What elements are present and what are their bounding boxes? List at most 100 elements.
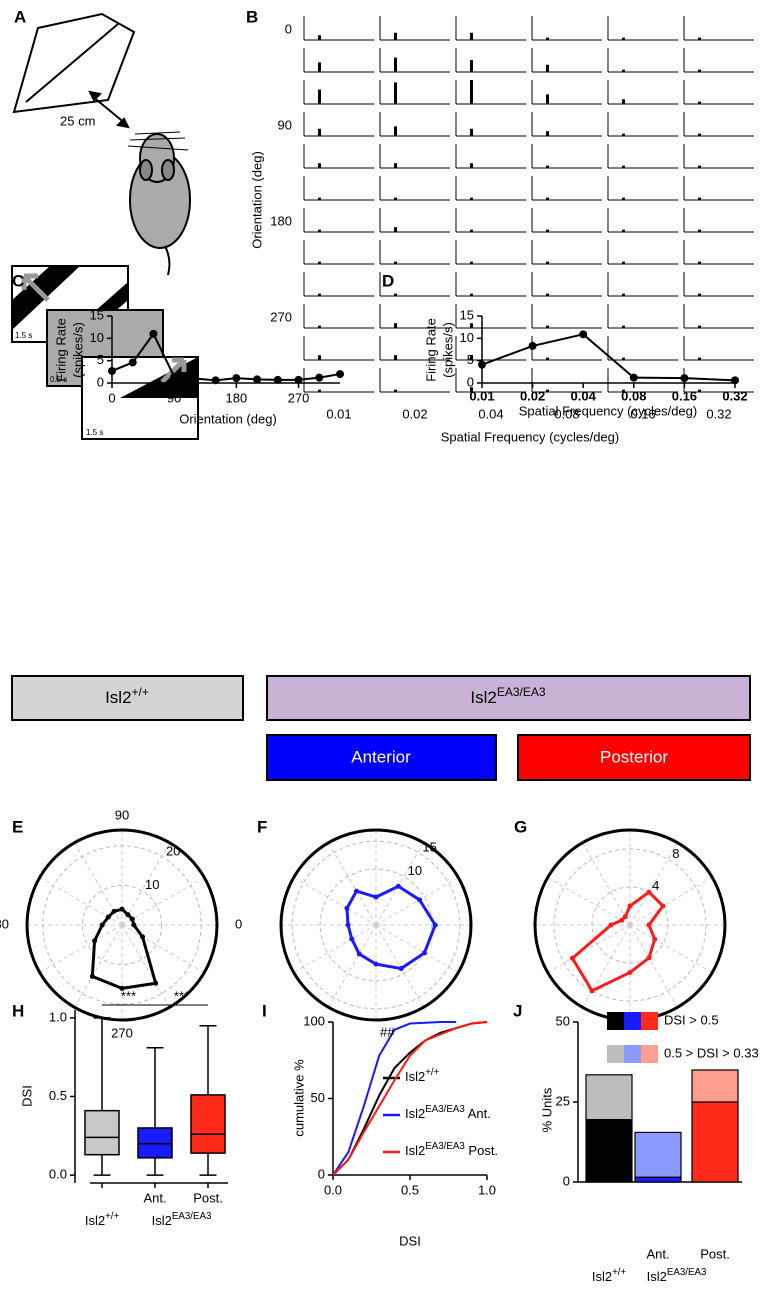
annotation: *** bbox=[121, 988, 136, 1003]
series-line bbox=[332, 1021, 488, 1176]
motion-arrow bbox=[21, 273, 50, 302]
box bbox=[84, 1109, 120, 1156]
psth-bar bbox=[546, 94, 549, 104]
data-point bbox=[131, 922, 137, 928]
data-point bbox=[125, 912, 131, 918]
legend-label-base: Isl2 bbox=[405, 1106, 425, 1121]
distance-arrow bbox=[91, 95, 127, 125]
legend-label-suffix: Post. bbox=[465, 1143, 498, 1158]
group-label-sup: +/+ bbox=[132, 685, 149, 699]
panel-label: B bbox=[246, 7, 258, 26]
data-point bbox=[627, 903, 633, 909]
x-tick-label: 0.16 bbox=[672, 388, 697, 403]
r-tick-label: 10 bbox=[145, 877, 159, 892]
duration-label: 1.5 s bbox=[15, 331, 32, 340]
psth-bar bbox=[622, 37, 625, 40]
y-tick-label: 1.0 bbox=[49, 1009, 67, 1024]
psth-bar bbox=[622, 389, 625, 392]
psth-bar bbox=[698, 197, 701, 200]
mouse-ear bbox=[161, 159, 175, 181]
psth-bar bbox=[622, 99, 625, 104]
legend-label: 0.5 > DSI > 0.33 bbox=[664, 1045, 759, 1060]
data-point bbox=[336, 370, 344, 379]
data-point bbox=[273, 375, 282, 384]
y-axis-label: Orientation (deg) bbox=[249, 151, 264, 249]
data-point bbox=[190, 374, 199, 383]
series-line bbox=[332, 1021, 457, 1176]
x-tick-label: 0.32 bbox=[722, 388, 747, 403]
data-point bbox=[622, 914, 628, 920]
x-tick-label-sup: +/+ bbox=[612, 1267, 626, 1278]
data-point bbox=[232, 374, 241, 383]
x-tick-label: 0.08 bbox=[554, 406, 579, 421]
x-tick-label: 270 bbox=[288, 390, 310, 405]
bar-segment bbox=[634, 1131, 682, 1178]
legend-label-base: Isl2 bbox=[405, 1069, 425, 1084]
psth-bar bbox=[546, 389, 549, 392]
group-label-sup: EA3/EA3 bbox=[172, 1211, 212, 1222]
legend-label-suffix: Ant. bbox=[465, 1106, 491, 1121]
spoke bbox=[582, 924, 631, 1008]
y-axis-label: Firing Rate bbox=[423, 318, 438, 382]
data-point bbox=[153, 980, 159, 986]
panel-label: A bbox=[14, 7, 26, 26]
legend-label: DSI > 0.5 bbox=[664, 1012, 719, 1027]
y-tick-label: 25 bbox=[556, 1093, 570, 1108]
x-tick-label: 0.32 bbox=[706, 406, 731, 421]
grid-circle bbox=[291, 840, 461, 1010]
x-tick-label-sup: +/+ bbox=[105, 1211, 119, 1222]
y-tick-label: 15 bbox=[90, 307, 104, 322]
spoke bbox=[39, 924, 123, 973]
tuning-curve bbox=[570, 890, 665, 993]
x-axis-label: Orientation (deg) bbox=[179, 411, 277, 426]
data-point bbox=[89, 973, 95, 979]
panel-label: D bbox=[382, 271, 394, 290]
legend-swatch bbox=[641, 1012, 658, 1030]
data-point bbox=[478, 360, 486, 369]
data-point bbox=[432, 922, 438, 928]
psth-bar bbox=[622, 325, 625, 328]
data-point bbox=[128, 358, 137, 367]
subgroup-box bbox=[266, 734, 497, 781]
y-axis-label: (spikes/s) bbox=[70, 322, 85, 378]
spoke bbox=[547, 877, 631, 926]
y-tick-label: 0.0 bbox=[49, 1167, 67, 1182]
psth-bar bbox=[470, 80, 473, 104]
row-label: 270 bbox=[270, 309, 292, 324]
y-axis-label: % Units bbox=[539, 1087, 554, 1132]
psth-bar bbox=[546, 261, 549, 264]
psth-bar bbox=[318, 355, 321, 360]
psth-bar bbox=[394, 163, 397, 168]
mouse-ear bbox=[139, 159, 153, 181]
box bbox=[137, 1127, 173, 1159]
group-label: Isl2EA3/EA3 bbox=[152, 1211, 212, 1229]
psth-bar bbox=[622, 293, 625, 296]
y-tick-label: 5 bbox=[97, 352, 104, 367]
angle-label: 180 bbox=[0, 916, 9, 931]
y-tick-label: 0 bbox=[467, 374, 474, 389]
psth-bar bbox=[546, 64, 549, 72]
spoke bbox=[121, 924, 170, 1008]
spoke bbox=[547, 924, 631, 973]
panel-label: H bbox=[12, 1001, 24, 1020]
grid-circle bbox=[553, 848, 707, 1002]
group-box bbox=[266, 675, 751, 721]
group-label-base: Isl2 bbox=[647, 1269, 667, 1284]
data-point bbox=[108, 366, 116, 375]
series-line bbox=[481, 333, 736, 382]
group-label-base: Isl2 bbox=[152, 1213, 172, 1228]
psth-bar bbox=[698, 325, 701, 328]
psth-bar bbox=[318, 229, 321, 232]
psth-bar bbox=[698, 165, 701, 168]
x-tick-label: 0.08 bbox=[621, 388, 646, 403]
polar-frame bbox=[279, 828, 473, 1022]
psth-bar bbox=[318, 163, 321, 168]
legend-label-sup: EA3/EA3 bbox=[425, 1104, 465, 1115]
psth-bar bbox=[470, 355, 473, 360]
data-point bbox=[344, 905, 350, 911]
data-point bbox=[421, 950, 427, 956]
mouse-tail bbox=[164, 245, 171, 276]
psth-bar bbox=[622, 261, 625, 264]
psth-bar bbox=[546, 197, 549, 200]
data-point bbox=[349, 936, 355, 942]
